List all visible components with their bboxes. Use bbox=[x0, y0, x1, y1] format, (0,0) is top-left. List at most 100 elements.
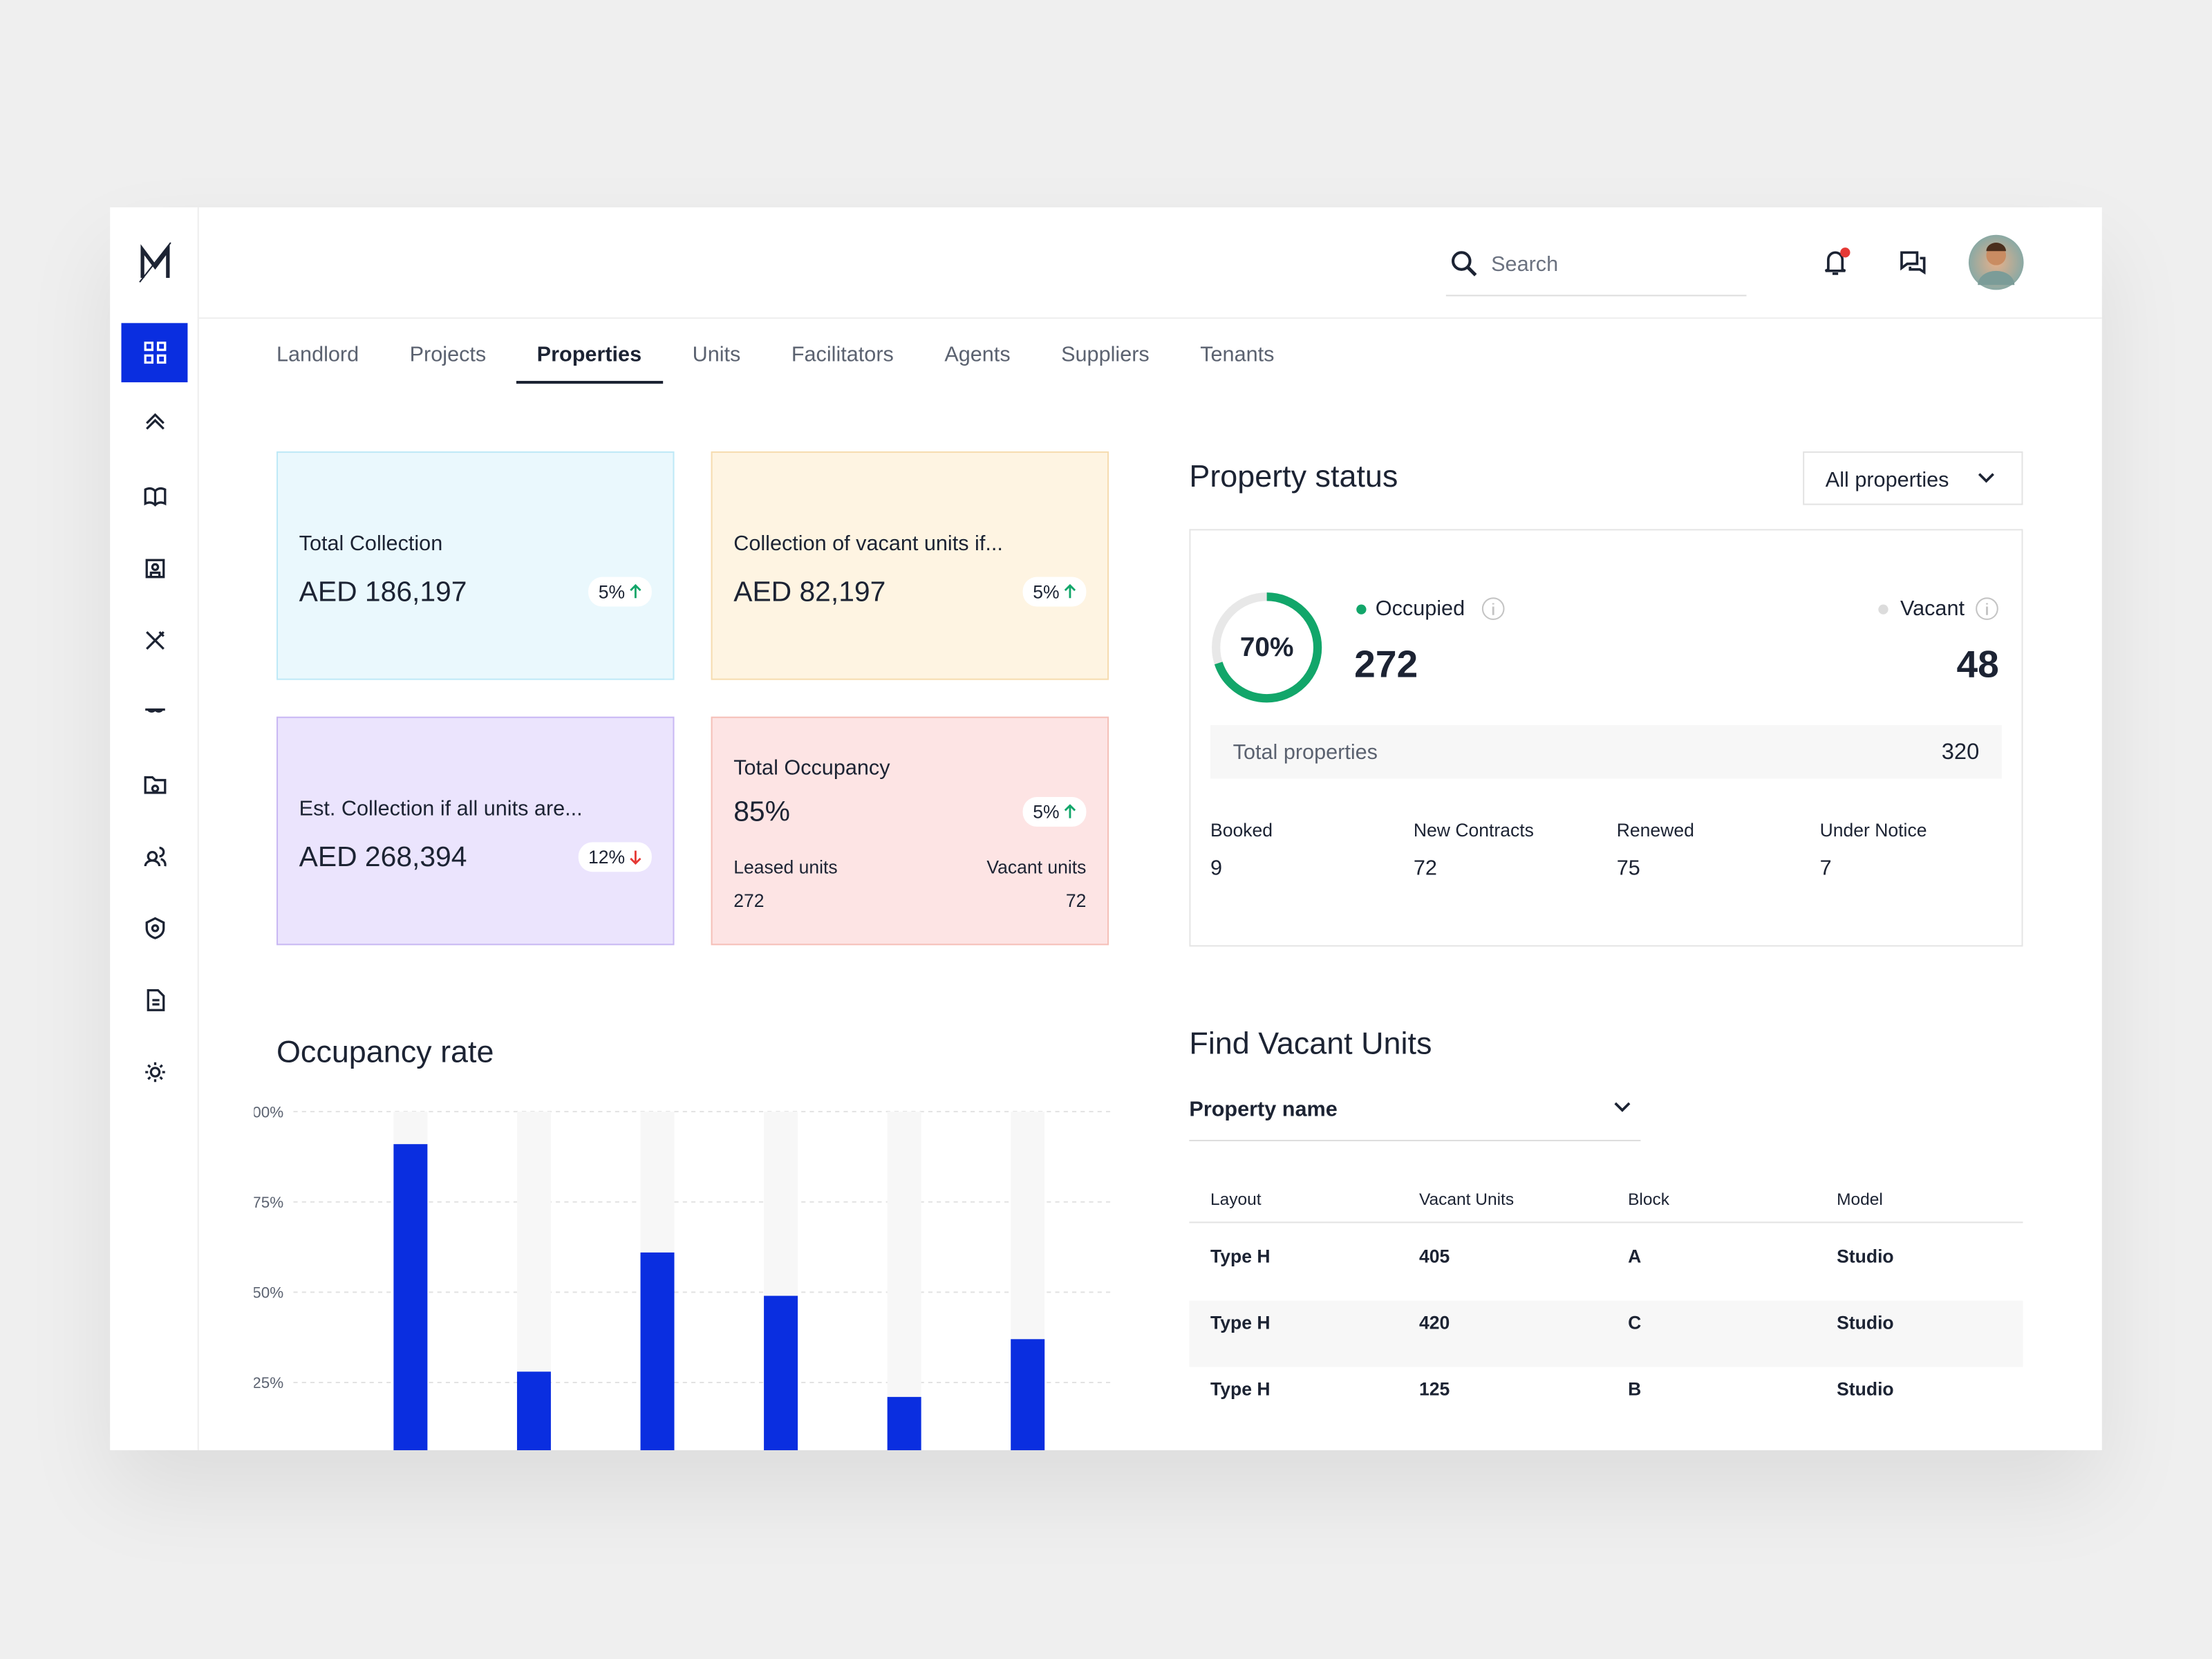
icon-shape bbox=[144, 559, 165, 579]
stat-value: 72 bbox=[1413, 856, 1437, 881]
nav-icon[interactable] bbox=[122, 683, 188, 742]
arrow bbox=[630, 583, 641, 599]
change-pill: 5% bbox=[1022, 797, 1087, 827]
stat-card: Collection of vacant units if... AED 82,1… bbox=[711, 451, 1109, 680]
card-title: Est. Collection if all units are... bbox=[299, 797, 583, 821]
icon bbox=[145, 631, 164, 650]
search-box[interactable]: Search bbox=[1445, 238, 1747, 297]
icon bbox=[143, 846, 166, 867]
occupancy-chart: 25% 50% 75% 100% bbox=[254, 1103, 1115, 1450]
table-cell: 125 bbox=[1419, 1378, 1450, 1400]
legend-dot bbox=[1356, 604, 1367, 615]
card-title: Total Collection bbox=[299, 532, 443, 556]
vacant-value: 72 bbox=[1065, 890, 1087, 912]
avatar[interactable] bbox=[1968, 234, 2025, 291]
icon bbox=[143, 487, 166, 507]
tab[interactable]: Facilitators bbox=[791, 342, 894, 367]
table-cell: B bbox=[1628, 1378, 1642, 1400]
table-cell: 420 bbox=[1419, 1311, 1450, 1333]
card-title: Collection of vacant units if... bbox=[733, 532, 1003, 556]
table-cell: Studio bbox=[1837, 1378, 1894, 1400]
change-value: 12% bbox=[588, 846, 626, 868]
trend-arrow bbox=[1064, 804, 1076, 818]
column-header: Model bbox=[1837, 1189, 1883, 1209]
change-pill: 5% bbox=[588, 577, 652, 607]
leased-value: 272 bbox=[733, 890, 765, 912]
icon bbox=[144, 559, 165, 579]
nav-icon[interactable] bbox=[122, 971, 188, 1030]
nav-icon[interactable] bbox=[122, 827, 188, 886]
stat-label: Renewed bbox=[1616, 819, 1694, 841]
icon bbox=[143, 776, 166, 794]
legend-dot bbox=[1878, 604, 1888, 615]
card-value: 85% bbox=[733, 797, 790, 828]
y-tick-label: 25% bbox=[254, 1374, 283, 1391]
chevron bbox=[1978, 473, 1994, 483]
info-icon[interactable] bbox=[1481, 597, 1506, 621]
table-cell: Type H bbox=[1210, 1311, 1271, 1333]
y-tick-label: 50% bbox=[254, 1284, 283, 1302]
bar bbox=[640, 1252, 675, 1450]
occupied-value: 272 bbox=[1354, 643, 1418, 686]
tab[interactable]: Units bbox=[692, 342, 741, 367]
icon-shape bbox=[143, 776, 166, 794]
tab[interactable]: Suppliers bbox=[1061, 342, 1150, 367]
tab[interactable]: Tenants bbox=[1200, 342, 1275, 367]
notification-icon[interactable] bbox=[1823, 247, 1851, 278]
row-stripe bbox=[1189, 1300, 2023, 1367]
table-cell: Studio bbox=[1837, 1311, 1894, 1333]
trend-arrow bbox=[630, 850, 641, 865]
property-filter[interactable]: All properties bbox=[1803, 451, 2023, 505]
table-cell: 405 bbox=[1419, 1246, 1450, 1267]
change-value: 5% bbox=[598, 581, 626, 603]
ring-label: 70% bbox=[1240, 632, 1294, 662]
nav-icon[interactable] bbox=[122, 611, 188, 671]
stat-card: Est. Collection if all units are... AED 2… bbox=[276, 716, 675, 946]
logo bbox=[139, 242, 171, 283]
card-value: AED 268,394 bbox=[299, 842, 467, 874]
column-header: Block bbox=[1628, 1189, 1669, 1209]
table-cell: Studio bbox=[1837, 1246, 1894, 1267]
tab[interactable]: Agents bbox=[944, 342, 1011, 367]
nav-icon[interactable] bbox=[122, 1042, 188, 1102]
messages-icon[interactable] bbox=[1899, 250, 1927, 278]
table-cell: Type H bbox=[1210, 1378, 1271, 1400]
card-value: AED 82,197 bbox=[733, 577, 886, 608]
total-label: Total properties bbox=[1232, 740, 1378, 765]
total-row: Total properties 320 bbox=[1210, 724, 2002, 779]
nav-icon[interactable] bbox=[122, 755, 188, 814]
nav-icon[interactable] bbox=[122, 467, 188, 527]
icon bbox=[144, 917, 165, 939]
nav-icon[interactable] bbox=[122, 539, 188, 599]
tab[interactable]: Landlord bbox=[276, 342, 359, 367]
select-label: Property name bbox=[1189, 1097, 1338, 1122]
nav-dashboard[interactable] bbox=[121, 323, 188, 383]
icon-shape bbox=[145, 631, 164, 650]
header-border bbox=[1189, 1221, 2023, 1224]
total-value: 320 bbox=[1941, 740, 1980, 765]
icon-shape bbox=[143, 487, 166, 507]
nav-icon[interactable] bbox=[122, 899, 188, 958]
filter-label: All properties bbox=[1825, 468, 1949, 493]
trend-arrow bbox=[1064, 583, 1076, 599]
occupied-label: Occupied bbox=[1375, 597, 1465, 621]
stat-label: New Contracts bbox=[1413, 819, 1534, 841]
trend-arrow bbox=[630, 583, 641, 599]
info-icon[interactable] bbox=[1975, 597, 1999, 621]
tab[interactable]: Properties bbox=[536, 342, 642, 367]
tab[interactable]: Projects bbox=[409, 342, 487, 367]
vacant-units-table: Layout Vacant Units Block Model Type H 405 A St… bbox=[1189, 1181, 2023, 1450]
ring-value bbox=[1212, 592, 1322, 703]
stat-label: Under Notice bbox=[1819, 819, 1927, 841]
section-title: Property status bbox=[1189, 458, 1398, 494]
bar bbox=[516, 1371, 551, 1450]
search-icon bbox=[1451, 251, 1477, 276]
stat-value: 9 bbox=[1210, 856, 1223, 881]
bar bbox=[393, 1144, 428, 1450]
property-name-select[interactable]: Property name bbox=[1189, 1089, 1641, 1142]
icon bbox=[146, 989, 165, 1011]
table-cell: Type H bbox=[1210, 1246, 1271, 1267]
y-tick-label: 75% bbox=[254, 1194, 283, 1211]
nav-icon[interactable] bbox=[122, 395, 188, 454]
